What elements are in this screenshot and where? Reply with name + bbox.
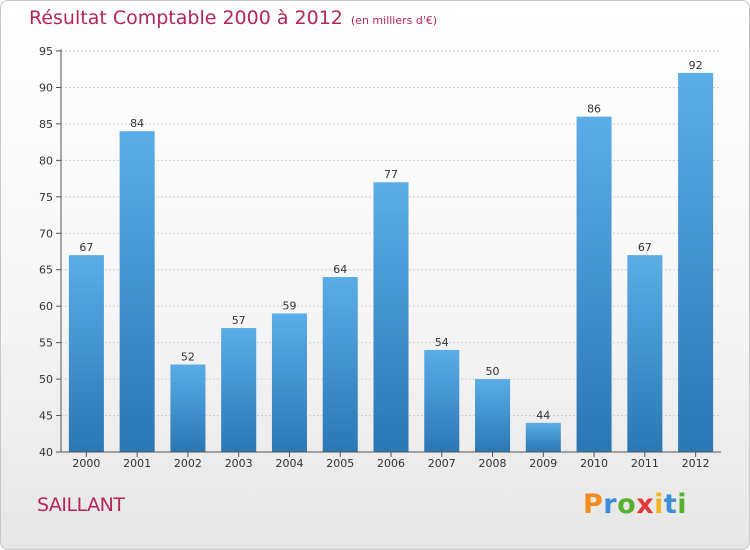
data-label-2002: 52 — [181, 351, 195, 364]
data-label-2007: 54 — [435, 336, 449, 349]
x-tick-label-2007: 2007 — [428, 457, 456, 470]
y-tick-label-85: 85 — [39, 118, 53, 131]
y-tick-label-40: 40 — [39, 446, 53, 459]
data-label-2005: 64 — [333, 263, 347, 276]
logo-letter: P — [583, 489, 604, 520]
data-label-2001: 84 — [130, 117, 144, 130]
bar-2012 — [678, 72, 714, 452]
y-tick-label-70: 70 — [39, 227, 53, 240]
bar-2007 — [424, 349, 460, 452]
bar-2003 — [221, 328, 257, 452]
proxiti-logo: Proxiti — [583, 489, 687, 520]
y-tick-label-75: 75 — [39, 191, 53, 204]
axes: 40 45 50 55 60 65 70 75 80 85 90 95 2000 2001 2002 2003… — [39, 45, 721, 470]
data-label-2003: 57 — [232, 314, 246, 327]
y-tick-label-95: 95 — [39, 45, 53, 58]
x-tick-label-2005: 2005 — [326, 457, 354, 470]
logo-letter: t — [663, 489, 678, 520]
y-tick-label-90: 90 — [39, 81, 53, 94]
y-tick-label-45: 45 — [39, 410, 53, 423]
data-label-2000: 67 — [79, 241, 93, 254]
data-label-2008: 50 — [486, 365, 500, 378]
labels: 67 84 52 57 59 64 77 54 50 44 86 67 92 — [79, 59, 702, 422]
bar-2011 — [627, 255, 663, 452]
x-tick-label-2011: 2011 — [631, 457, 659, 470]
data-label-2012: 92 — [689, 59, 703, 72]
town-name: SAILLANT — [37, 494, 125, 516]
logo-letter: x — [636, 489, 655, 520]
y-tick-label-50: 50 — [39, 373, 53, 386]
bar-2009 — [525, 422, 561, 452]
bars — [68, 72, 714, 453]
y-tick-label-65: 65 — [39, 264, 53, 277]
bar-2005 — [322, 277, 358, 452]
logo-letter: i — [677, 489, 688, 520]
x-tick-label-2001: 2001 — [123, 457, 151, 470]
data-label-2004: 59 — [282, 299, 296, 312]
y-tick-label-55: 55 — [39, 337, 53, 350]
x-tick-label-2012: 2012 — [682, 457, 710, 470]
x-tick-label-2004: 2004 — [275, 457, 303, 470]
x-tick-label-2003: 2003 — [225, 457, 253, 470]
x-tick-label-2006: 2006 — [377, 457, 405, 470]
y-tick-label-80: 80 — [39, 154, 53, 167]
x-tick-label-2000: 2000 — [72, 457, 100, 470]
bar-2001 — [119, 131, 155, 452]
logo-letter: r — [603, 489, 618, 520]
bar-2010 — [576, 116, 612, 453]
data-label-2011: 67 — [638, 241, 652, 254]
data-label-2009: 44 — [536, 409, 550, 422]
logo-letter: o — [617, 489, 637, 520]
x-tick-label-2009: 2009 — [529, 457, 557, 470]
x-tick-label-2002: 2002 — [174, 457, 202, 470]
logo-letter: i — [654, 489, 664, 520]
bar-2004 — [271, 313, 307, 452]
title-text: Résultat Comptable 2000 à 2012 — [29, 7, 343, 29]
chart-subtitle: (en milliers d'€) — [350, 14, 438, 27]
x-tick-label-2008: 2008 — [479, 457, 507, 470]
x-tick-label-2010: 2010 — [580, 457, 608, 470]
bar-2000 — [68, 255, 104, 452]
y-tick-label-60: 60 — [39, 300, 53, 313]
data-label-2006: 77 — [384, 168, 398, 181]
bar-2002 — [170, 364, 206, 452]
bar-2008 — [475, 379, 511, 452]
data-label-2010: 86 — [587, 103, 601, 116]
chart-title: Résultat Comptable 2000 à 2012 (en millie… — [29, 7, 437, 29]
bar-2006 — [373, 182, 409, 452]
